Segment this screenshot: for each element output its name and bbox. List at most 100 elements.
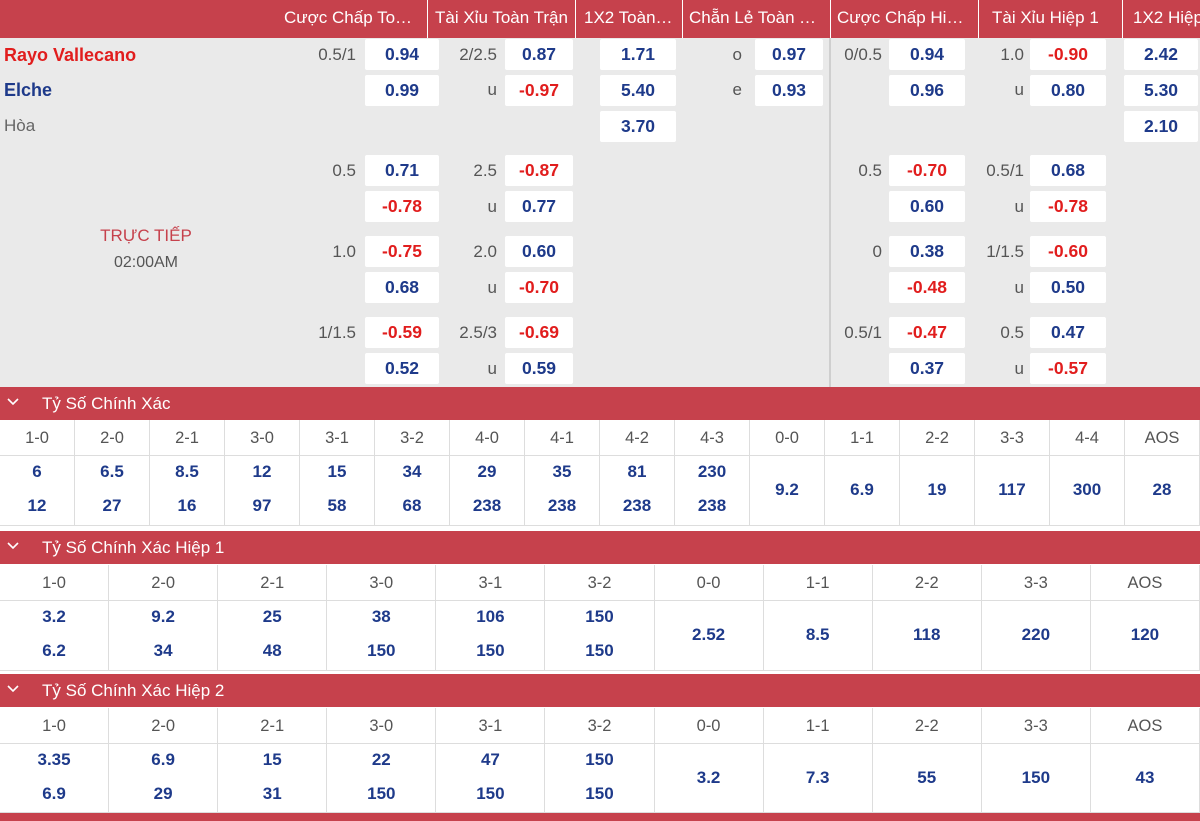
score-odds-away[interactable]: 31 (262, 784, 282, 803)
odds-cell[interactable]: -0.48 (889, 272, 965, 303)
correct-score-header[interactable]: Tỷ Số Chính Xác (0, 387, 1200, 420)
score-odds-home[interactable]: 150 (585, 750, 614, 769)
score-odds-home[interactable]: 120 (1130, 625, 1160, 644)
odds-cell[interactable]: 0.80 (1030, 75, 1106, 106)
odds-cell[interactable]: -0.69 (505, 317, 573, 348)
score-odds-cell[interactable]: 120 (1091, 601, 1200, 671)
score-odds-cell[interactable]: 9.2 34 (109, 601, 219, 671)
score-odds-cell[interactable]: 106 150 (436, 601, 546, 671)
chevron-down-icon[interactable] (6, 531, 22, 564)
score-odds-cell[interactable]: 81 238 (600, 456, 675, 526)
col-overunder-h1[interactable]: Tài Xỉu Hiệp 1 (992, 8, 1099, 27)
score-odds-cell[interactable]: 3.2 (655, 744, 764, 813)
score-odds-cell[interactable]: 7.3 (764, 744, 873, 813)
odds-cell[interactable]: 0.59 (505, 353, 573, 384)
odds-cell[interactable]: 0.37 (889, 353, 965, 384)
odds-cell[interactable]: -0.59 (365, 317, 439, 348)
odds-cell[interactable]: 0.99 (365, 75, 439, 106)
score-odds-home[interactable]: 81 (627, 462, 647, 481)
score-odds-home[interactable]: 12 (252, 462, 272, 481)
score-odds-away[interactable]: 34 (153, 641, 173, 660)
score-odds-cell[interactable]: 6.9 (825, 456, 900, 526)
score-odds-away[interactable]: 48 (262, 641, 282, 660)
score-odds-cell[interactable]: 35 238 (525, 456, 600, 526)
score-odds-home[interactable]: 8.5 (805, 625, 830, 644)
score-odds-away[interactable]: 238 (622, 496, 652, 515)
score-odds-away[interactable]: 150 (585, 784, 614, 803)
score-odds-away[interactable]: 150 (367, 641, 396, 660)
odds-cell[interactable]: 2.10 (1124, 111, 1198, 142)
score-odds-home[interactable]: 34 (402, 462, 422, 481)
odds-cell[interactable]: -0.70 (889, 155, 965, 186)
score-odds-cell[interactable]: 300 (1050, 456, 1125, 526)
odds-cell[interactable]: 0.50 (1030, 272, 1106, 303)
score-odds-home[interactable]: 300 (1072, 480, 1102, 499)
odds-cell[interactable]: 0.71 (365, 155, 439, 186)
score-odds-home[interactable]: 47 (480, 750, 500, 769)
score-odds-cell[interactable]: 38 150 (327, 601, 437, 671)
score-odds-cell[interactable]: 19 (900, 456, 975, 526)
score-odds-cell[interactable]: 3.2 6.2 (0, 601, 110, 671)
score-odds-cell[interactable]: 230 238 (675, 456, 750, 526)
odds-cell[interactable]: 5.30 (1124, 75, 1198, 106)
score-odds-home[interactable]: 22 (371, 750, 391, 769)
score-odds-home[interactable]: 29 (477, 462, 497, 481)
score-odds-cell[interactable]: 15 58 (300, 456, 375, 526)
score-odds-home[interactable]: 7.3 (805, 767, 830, 787)
odds-cell[interactable]: 3.70 (600, 111, 676, 142)
score-odds-cell[interactable]: 6.5 27 (75, 456, 150, 526)
odds-cell[interactable]: -0.90 (1030, 39, 1106, 70)
score-odds-cell[interactable]: 47 150 (436, 744, 546, 813)
score-odds-cell[interactable]: 25 48 (218, 601, 328, 671)
correct-score-h1-header[interactable]: Tỷ Số Chính Xác Hiệp 1 (0, 531, 1200, 564)
score-odds-away[interactable]: 16 (177, 496, 197, 515)
odds-cell[interactable]: -0.70 (505, 272, 573, 303)
col-handicap-h1[interactable]: Cược Chấp Hiệp 1 (837, 8, 965, 27)
odds-cell[interactable]: 0.60 (505, 236, 573, 267)
score-odds-home[interactable]: 15 (262, 750, 282, 769)
score-odds-away[interactable]: 27 (102, 496, 122, 515)
correct-score-h2-header[interactable]: Tỷ Số Chính Xác Hiệp 2 (0, 674, 1200, 707)
score-odds-home[interactable]: 35 (552, 462, 572, 481)
score-odds-home[interactable]: 19 (927, 480, 947, 499)
score-odds-cell[interactable]: 15 31 (218, 744, 328, 813)
odds-cell[interactable]: -0.75 (365, 236, 439, 267)
score-odds-cell[interactable]: 150 150 (545, 744, 655, 813)
score-odds-away[interactable]: 238 (547, 496, 577, 515)
score-odds-cell[interactable]: 117 (975, 456, 1050, 526)
odds-cell[interactable]: 0.68 (365, 272, 439, 303)
score-odds-home[interactable]: 8.5 (175, 462, 199, 481)
score-odds-home[interactable]: 150 (1021, 767, 1051, 787)
score-odds-cell[interactable]: 34 68 (375, 456, 450, 526)
col-1x2-h1[interactable]: 1X2 Hiệp 1 (1133, 8, 1200, 27)
score-odds-away[interactable]: 12 (27, 496, 47, 515)
odds-cell[interactable]: 0.96 (889, 75, 965, 106)
score-odds-away[interactable]: 150 (585, 641, 614, 660)
score-odds-away[interactable]: 150 (367, 784, 396, 803)
score-odds-cell[interactable]: 118 (873, 601, 982, 671)
score-odds-away[interactable]: 68 (402, 496, 422, 515)
odds-cell[interactable]: -0.60 (1030, 236, 1106, 267)
score-odds-home[interactable]: 230 (697, 462, 727, 481)
score-odds-home[interactable]: 55 (917, 767, 937, 787)
score-odds-home[interactable]: 220 (1021, 625, 1051, 644)
odds-cell[interactable]: 0.87 (505, 39, 573, 70)
score-odds-cell[interactable]: 8.5 16 (150, 456, 225, 526)
score-odds-cell[interactable]: 2.52 (655, 601, 764, 671)
score-odds-cell[interactable]: 43 (1091, 744, 1200, 813)
score-odds-away[interactable]: 150 (476, 784, 505, 803)
score-odds-home[interactable]: 2.52 (692, 625, 726, 644)
score-odds-cell[interactable]: 12 97 (225, 456, 300, 526)
odds-cell[interactable]: 5.40 (600, 75, 676, 106)
score-odds-cell[interactable]: 29 238 (450, 456, 525, 526)
odds-cell[interactable]: 0.93 (755, 75, 823, 106)
score-odds-away[interactable]: 238 (697, 496, 727, 515)
odds-cell[interactable]: 0.94 (889, 39, 965, 70)
odds-cell[interactable]: 0.68 (1030, 155, 1106, 186)
col-oddeven-fulltime[interactable]: Chẵn Lẻ Toàn Trận (689, 8, 825, 27)
odds-cell[interactable]: 0.97 (755, 39, 823, 70)
odds-cell[interactable]: 0.94 (365, 39, 439, 70)
col-overunder-fulltime[interactable]: Tài Xỉu Toàn Trận (435, 8, 568, 27)
odds-cell[interactable]: 0.47 (1030, 317, 1106, 348)
odds-cell[interactable]: -0.57 (1030, 353, 1106, 384)
